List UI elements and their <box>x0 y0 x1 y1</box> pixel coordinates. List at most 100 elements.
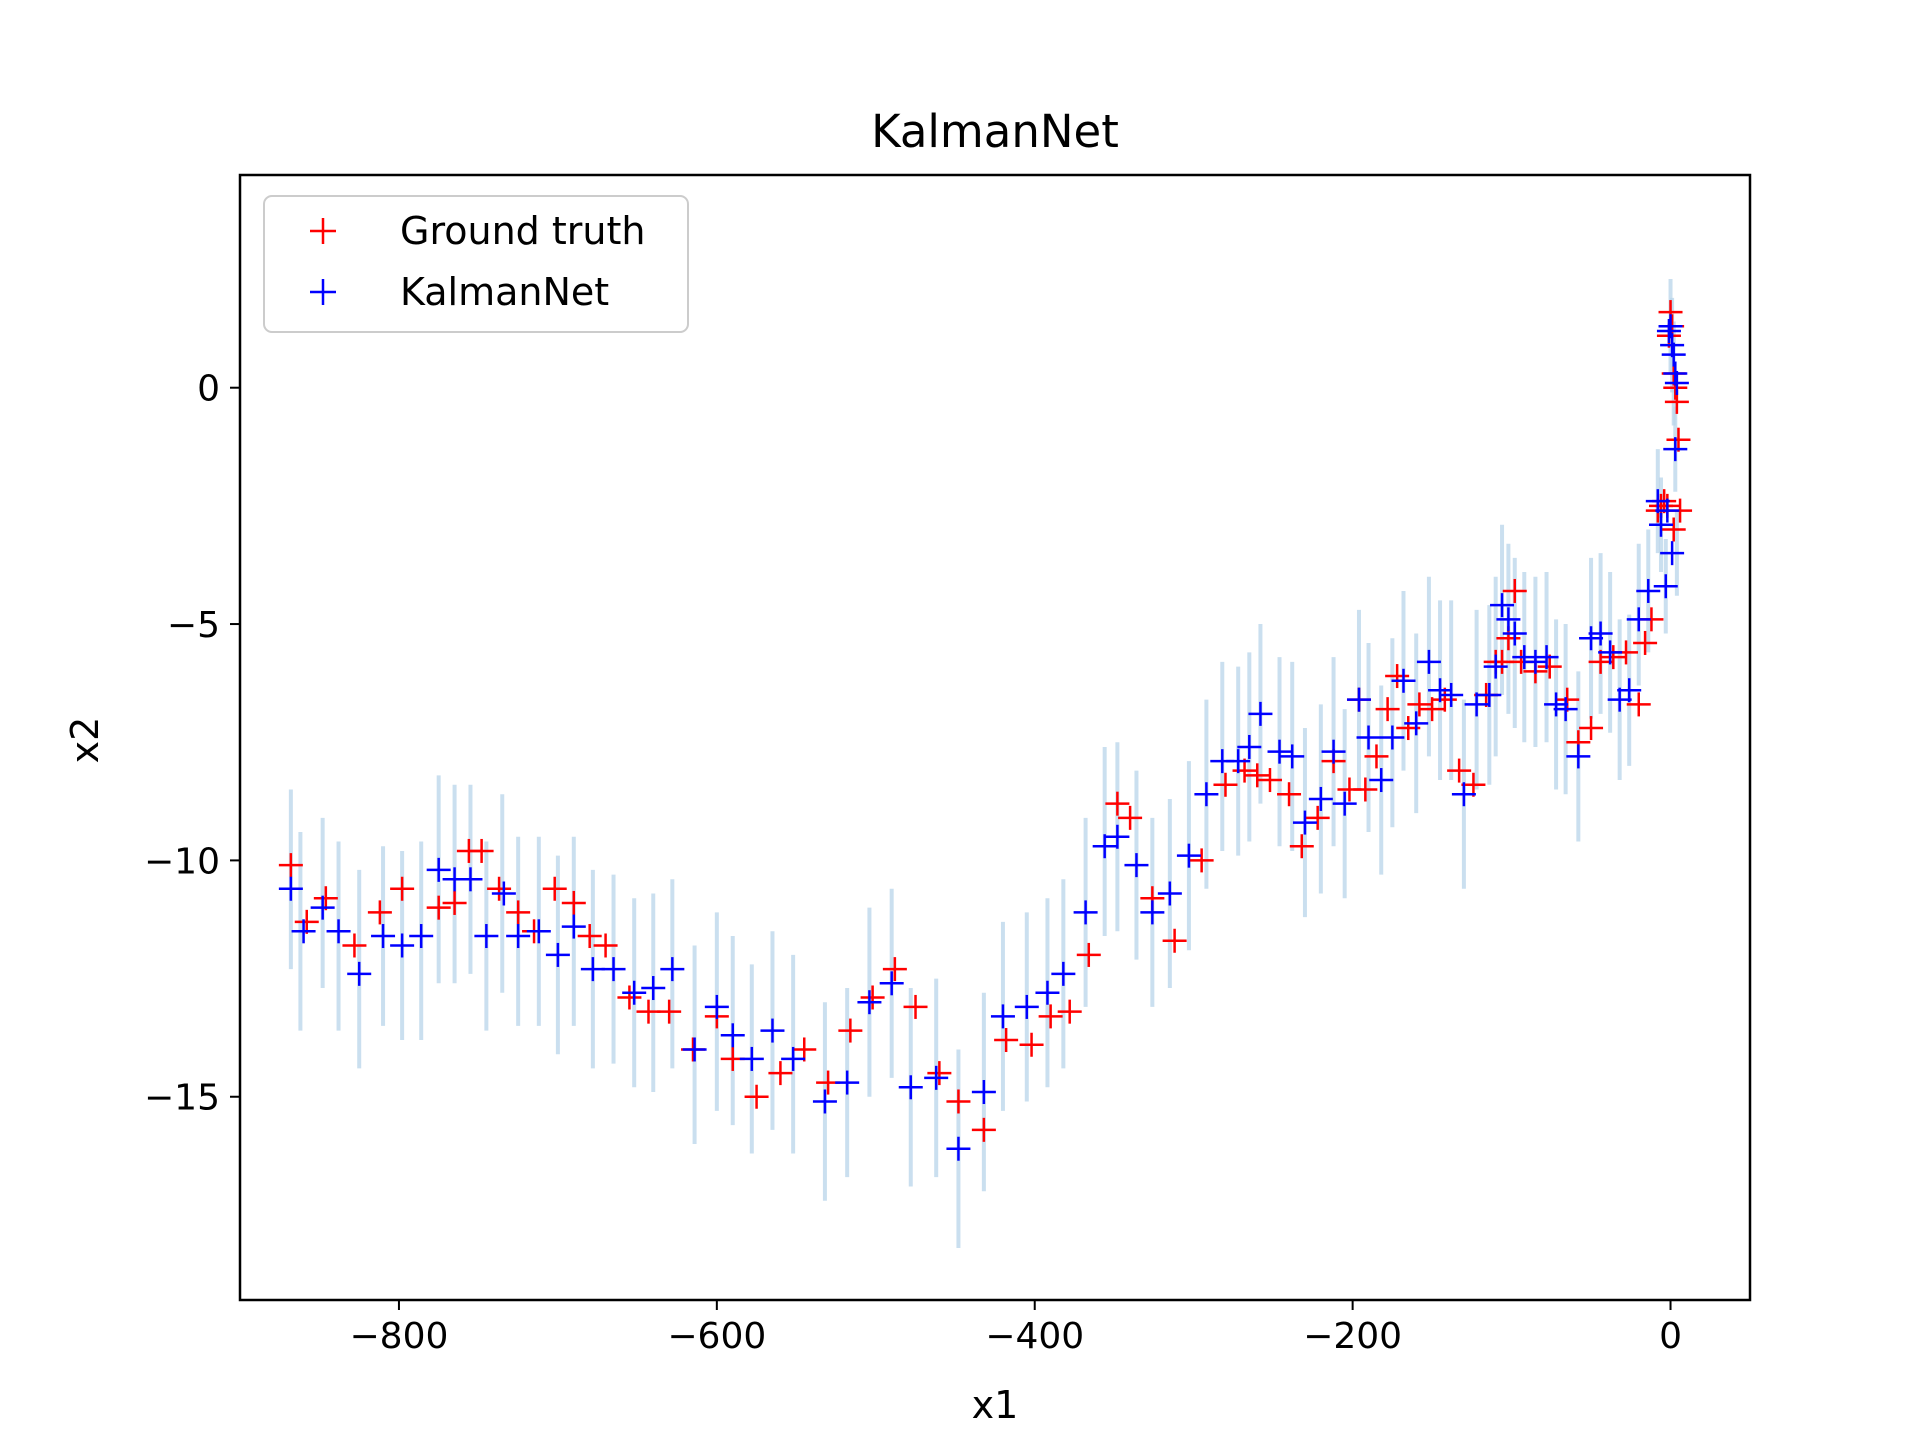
kalmannet-point <box>1645 489 1670 514</box>
kalmannet-point <box>720 1023 745 1048</box>
x-tick-label: −400 <box>985 1316 1084 1357</box>
ground-truth-point <box>1555 687 1580 712</box>
kalmannet-point <box>1356 725 1381 750</box>
ground-truth-point <box>1213 772 1238 797</box>
ground-truth-point <box>506 900 531 925</box>
ground-truth-point <box>1375 697 1400 722</box>
kalmannet-point <box>704 994 729 1019</box>
kalmannet-point <box>898 1075 923 1100</box>
ground-truth-point <box>1666 427 1691 452</box>
kalmannet-point <box>946 1136 971 1161</box>
kalmannet-point <box>1566 744 1591 769</box>
kalmannet-point <box>1661 342 1686 367</box>
ground-truth-point <box>1038 1004 1063 1029</box>
ground-truth-point <box>1057 999 1082 1024</box>
kalmannet-point <box>1464 692 1489 717</box>
ground-truth-point <box>1407 692 1432 717</box>
legend-kalmannet-label: KalmanNet <box>400 270 609 314</box>
ground-truth-point <box>882 957 907 982</box>
kalmannet-point <box>1664 370 1689 395</box>
ground-truth-point <box>1626 692 1651 717</box>
kalmannet-point <box>1660 541 1685 566</box>
kalmannet-point <box>1194 782 1219 807</box>
kalmannet-point <box>601 957 626 982</box>
ground-truth-point <box>1502 578 1527 603</box>
kalmannet-point <box>1656 318 1681 343</box>
kalmannet-point <box>1663 437 1688 462</box>
ground-truth-point <box>1118 805 1143 830</box>
kalmannet-point <box>1157 881 1182 906</box>
y-tick-label: 0 <box>197 369 220 410</box>
ground-truth-point <box>1420 697 1445 722</box>
ground-truth-point <box>313 886 338 911</box>
kalmannet-point <box>1648 512 1673 537</box>
kalmannet-point <box>291 919 316 944</box>
kalmannet-point <box>278 876 303 901</box>
kalmannet-point <box>1653 574 1678 599</box>
ground-truth-point <box>946 1089 971 1114</box>
kalmannet-point <box>458 867 483 892</box>
kalmannet-point <box>310 895 335 920</box>
ground-truth-point <box>1105 791 1130 816</box>
ground-truth-point <box>1289 834 1314 859</box>
kalmannet-point <box>1428 678 1453 703</box>
ground-truth-point <box>927 1061 952 1086</box>
kalmannet-point <box>1140 900 1165 925</box>
ground-truth-point <box>1447 758 1472 783</box>
ground-truth-point <box>838 1018 863 1043</box>
kalmannet-point <box>1534 645 1559 670</box>
kalmannet-point <box>760 1018 785 1043</box>
y-axis-label: x2 <box>63 717 107 764</box>
ground-truth-point <box>860 985 885 1010</box>
kalmannet-point <box>1626 607 1651 632</box>
kalmannet-point <box>1523 649 1548 674</box>
ground-truth-point <box>657 999 682 1024</box>
ground-truth-point <box>1364 744 1389 769</box>
kalmannet-point <box>390 933 415 958</box>
kalmannet-point <box>545 942 570 967</box>
kalmannet-point <box>781 1046 806 1071</box>
ground-truth-point <box>390 876 415 901</box>
ground-truth-point <box>426 895 451 920</box>
kalmannet-point <box>1248 701 1273 726</box>
ground-truth-point <box>1353 777 1378 802</box>
axis-ticks: −800 −600 −400 −200 0 0 −5 −10 −15 <box>144 369 1682 1357</box>
ground-truth-point <box>278 853 303 878</box>
ground-truth-point <box>1076 942 1101 967</box>
x-tick-label: −800 <box>350 1316 449 1357</box>
kalmannet-point <box>1490 593 1515 618</box>
kalmannet-point <box>1035 980 1060 1005</box>
kalmannet-point <box>1051 961 1076 986</box>
kalmannet-point <box>580 957 605 982</box>
ground-truth-point <box>442 890 467 915</box>
ground-truth-point <box>561 890 586 915</box>
kalmannet-point <box>409 924 434 949</box>
kalmannet-point <box>1237 734 1262 759</box>
kalmannet-point <box>1660 333 1685 358</box>
plot-frame <box>238 173 1752 1302</box>
ground-truth-point <box>1232 758 1257 783</box>
ground-truth-point <box>768 1061 793 1086</box>
kalmannet-point <box>1663 361 1688 386</box>
ground-truth-point <box>1588 649 1613 674</box>
ground-truth-point <box>971 1117 996 1142</box>
ground-truth-point <box>1432 687 1457 712</box>
kalmannet-point <box>506 924 531 949</box>
kalmannet-point <box>1369 768 1394 793</box>
data-markers <box>278 300 1693 1161</box>
ground-truth-point <box>294 909 319 934</box>
kalmannet-point <box>1439 682 1464 707</box>
ground-truth-point <box>593 933 618 958</box>
kalmannet-point <box>1502 621 1527 646</box>
kalmannet-point <box>1176 843 1201 868</box>
ground-truth-point <box>367 900 392 925</box>
ground-truth-point <box>469 838 494 863</box>
ground-truth-point <box>1633 630 1658 655</box>
ground-truth-point <box>1579 716 1604 741</box>
kalmannet-point <box>660 957 685 982</box>
kalmannet-point <box>812 1089 837 1114</box>
y-tick-label: −15 <box>144 1078 220 1119</box>
legend-ground-truth-label: Ground truth <box>400 209 645 253</box>
kalmannet-point <box>1588 621 1613 646</box>
